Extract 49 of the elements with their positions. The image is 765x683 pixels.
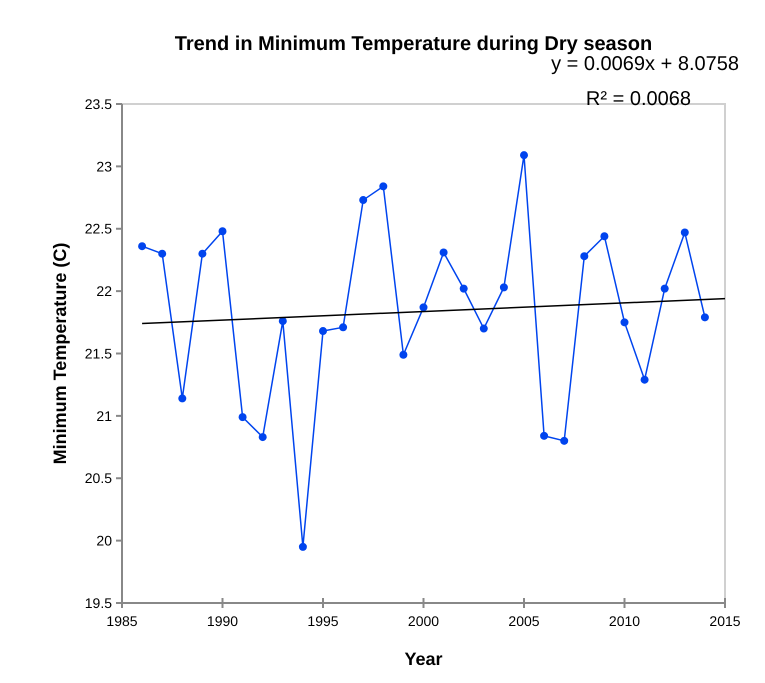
point bbox=[460, 284, 468, 293]
y-tick-label: 22.5 bbox=[84, 220, 112, 237]
y-tick-label: 23 bbox=[96, 158, 112, 174]
point bbox=[440, 248, 448, 256]
point bbox=[560, 436, 568, 445]
point bbox=[620, 318, 628, 326]
text: y = 0.0069x + 8.0758 bbox=[551, 53, 739, 75]
y-tick-label: 21.5 bbox=[84, 345, 112, 362]
point bbox=[500, 283, 508, 292]
point bbox=[680, 228, 689, 236]
point bbox=[178, 394, 186, 402]
y-tick-label: 22 bbox=[96, 283, 112, 300]
point bbox=[420, 303, 428, 312]
x-axis-title: Year bbox=[404, 649, 443, 669]
chart-title: Trend in Minimum Temperature during Dry season bbox=[174, 33, 652, 55]
point bbox=[700, 313, 709, 322]
x-tick-label: 2015 bbox=[709, 613, 741, 629]
point bbox=[379, 182, 388, 190]
x-tick-label: 2000 bbox=[408, 613, 440, 629]
point bbox=[359, 196, 368, 204]
point bbox=[339, 323, 348, 332]
point bbox=[198, 250, 206, 258]
point bbox=[319, 327, 327, 336]
point bbox=[480, 324, 488, 333]
x-tick-label: 1990 bbox=[206, 613, 238, 629]
point bbox=[399, 350, 408, 359]
point bbox=[138, 242, 146, 250]
y-tick-label: 19.5 bbox=[84, 594, 112, 611]
y-axis-title: Minimum Temperature (C) bbox=[50, 242, 70, 464]
x-tick-label: 1995 bbox=[307, 613, 339, 629]
point bbox=[640, 376, 649, 384]
y-tick-label: 21 bbox=[96, 408, 112, 424]
point bbox=[580, 252, 588, 260]
point bbox=[158, 250, 166, 258]
point bbox=[660, 284, 669, 293]
annotation: R² = 0.0068 bbox=[586, 88, 691, 110]
point bbox=[520, 151, 528, 160]
x-tick-label: 2005 bbox=[508, 613, 540, 629]
point bbox=[258, 433, 267, 442]
x-tick-label: 1985 bbox=[106, 613, 138, 629]
point bbox=[540, 432, 548, 440]
y-tick-label: 20.5 bbox=[84, 470, 112, 486]
point bbox=[238, 413, 247, 422]
point bbox=[298, 542, 307, 551]
point bbox=[218, 227, 226, 236]
y-tick-label: 20 bbox=[96, 532, 112, 549]
y-tick-label: 23.5 bbox=[84, 96, 112, 112]
point bbox=[600, 232, 608, 240]
x-tick-label: 2010 bbox=[608, 613, 640, 629]
